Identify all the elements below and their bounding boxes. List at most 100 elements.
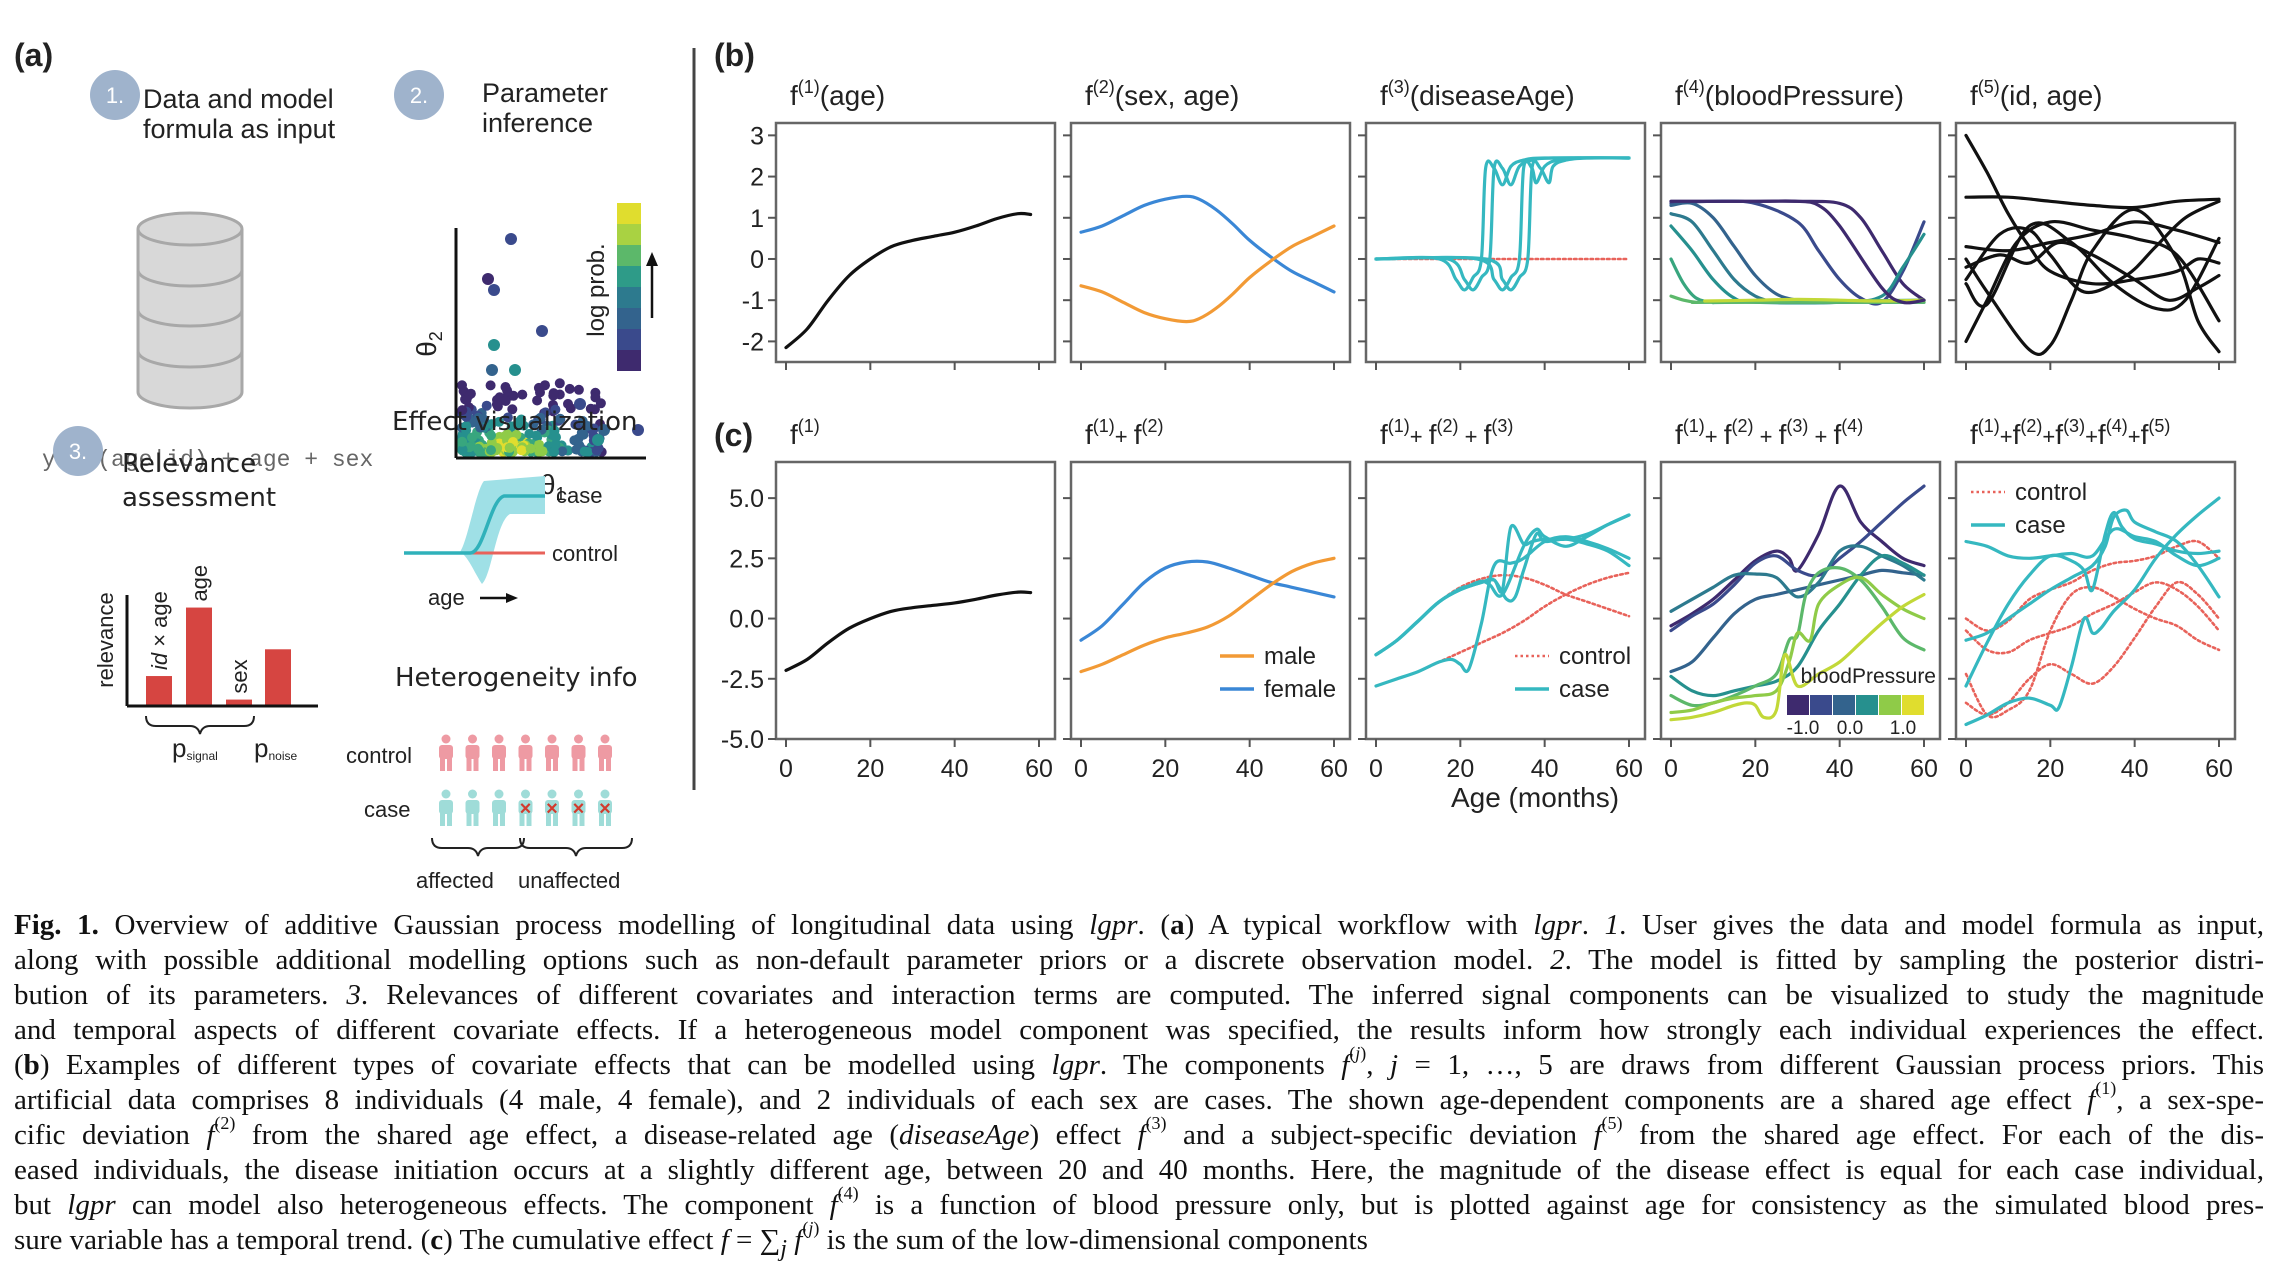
step-1-badge-number: 1. (106, 83, 124, 108)
colorbar-swatch (617, 308, 641, 329)
scatter-point (565, 403, 576, 414)
chart-title: f(1)+f(2)+f(3)+f(4)+f(5) (1970, 416, 2170, 450)
caption-line: eased individuals, the disease initiatio… (14, 1154, 2264, 1186)
legend-label: female (1264, 676, 1336, 703)
log-prob-colorbar (617, 203, 641, 371)
y-tick-label: 2 (750, 164, 764, 192)
series-line-case (1374, 535, 1631, 688)
series-line-id8 (1964, 220, 2221, 253)
y-tick-label: 0 (750, 246, 764, 274)
person-icon (545, 789, 559, 826)
scatter-point (576, 427, 587, 438)
plot-frame (1069, 460, 1352, 741)
effect-case-label: case (556, 483, 602, 508)
scatter-point (592, 434, 604, 446)
scatter-point (536, 325, 548, 337)
relevance-bar (186, 607, 212, 706)
heterogeneity-control-label: control (346, 743, 412, 768)
series-line-bp3 (1669, 568, 1926, 674)
colorbar-swatch (1856, 695, 1878, 715)
relevance-bar-label: age (187, 565, 212, 602)
scatter-point (550, 404, 561, 415)
series-line-male (1079, 556, 1336, 674)
legend-label: control (2015, 479, 2087, 506)
series-line-control (1964, 539, 2221, 632)
panel-a-workflow: (a) 1. Data and model formula as input y… (14, 37, 658, 893)
step-1-title-line-2: formula as input (143, 114, 336, 144)
scatter-point (486, 364, 498, 376)
colorbar-tick-label: 0.0 (1837, 718, 1863, 739)
plot-frame (1954, 460, 2237, 741)
colorbar-swatch (1902, 695, 1924, 715)
plot-frame (774, 121, 1057, 364)
x-tick-label: 0 (779, 755, 793, 783)
scatter-point (513, 417, 524, 428)
scatter-point (488, 339, 500, 351)
scatter-point (461, 395, 472, 405)
caption-line: (b) Examples of different types of covar… (14, 1043, 2265, 1081)
x-tick-label: 20 (1151, 755, 1179, 783)
cross-icon: × (573, 798, 585, 820)
plot-frame (1659, 121, 1942, 364)
scatter-point (531, 430, 542, 441)
scatter-point (554, 378, 565, 389)
panel-a-label: (a) (14, 37, 53, 73)
scatter-point (582, 421, 593, 431)
chart-title: f(5)(id, age) (1970, 77, 2103, 111)
scatter-point (494, 416, 505, 427)
scatter-point (500, 396, 511, 406)
step-2-badge (394, 70, 444, 120)
step-3-badge-number: 3. (69, 439, 87, 464)
figure-caption: Fig. 1. Overview of additive Gaussian pr… (14, 908, 2264, 1266)
effect-age-label: age (428, 585, 465, 610)
person-icon (571, 789, 586, 826)
colorbar-tick-label: -1.0 (1787, 718, 1820, 739)
scatter-point (535, 387, 545, 398)
scatter-point (457, 436, 468, 447)
series-line-case (1374, 513, 1631, 657)
chart-c2: f(1)+ f(2) 0 20 40 60 male female (1063, 416, 1352, 783)
x-tick-label: 20 (856, 755, 884, 783)
series-line-id7 (1964, 221, 2221, 312)
step-1-badge (90, 70, 140, 120)
scatter-point (509, 364, 521, 376)
chart-title: f(2)(sex, age) (1085, 77, 1239, 111)
scatter-point (574, 398, 586, 410)
chart-b1: f(1)(age) 3 2 1 0 -1 -2 (742, 77, 1057, 370)
scatter-point (579, 446, 590, 457)
scatter-point (457, 405, 468, 416)
scatter-point (570, 419, 581, 430)
scatter-point (475, 422, 486, 433)
step-3: 3. Relevance assessment relevance id × a… (53, 426, 318, 763)
scatter-point (549, 446, 560, 457)
scatter-point (528, 419, 539, 430)
scatter-point (540, 380, 550, 391)
series-line-bp8 (1669, 592, 1926, 722)
scatter-point (591, 445, 602, 456)
person-icon (465, 789, 480, 826)
scatter-point (516, 445, 527, 456)
person-icon (598, 789, 612, 826)
p-signal-label: psignal (172, 733, 218, 763)
people-icons: × × × × (439, 734, 612, 826)
step-1: 1. Data and model formula as input y ~ (… (42, 70, 373, 473)
plot-frame (1364, 121, 1647, 364)
scatter-point (632, 424, 644, 436)
caption-line: and temporal aspects of different covari… (14, 1014, 2264, 1046)
scatter-point (504, 442, 515, 453)
colorbar-swatch (1879, 695, 1901, 715)
chart-b2: f(2)(sex, age) (1063, 77, 1352, 370)
legend-label: male (1264, 643, 1316, 670)
scatter-point (505, 233, 517, 245)
posterior-scatter (457, 233, 644, 457)
series-line-f1 (784, 211, 1033, 350)
arrow-right-icon (480, 593, 518, 603)
y-tick-label: 5.0 (729, 485, 764, 513)
legend-label: case (2015, 512, 2066, 539)
plot-frame (1954, 121, 2237, 364)
plot-frame (1659, 460, 1942, 741)
scatter-point (532, 395, 543, 406)
y-tick-label: 1 (750, 205, 764, 233)
brace-signal (145, 715, 255, 735)
person-icon (518, 789, 533, 826)
